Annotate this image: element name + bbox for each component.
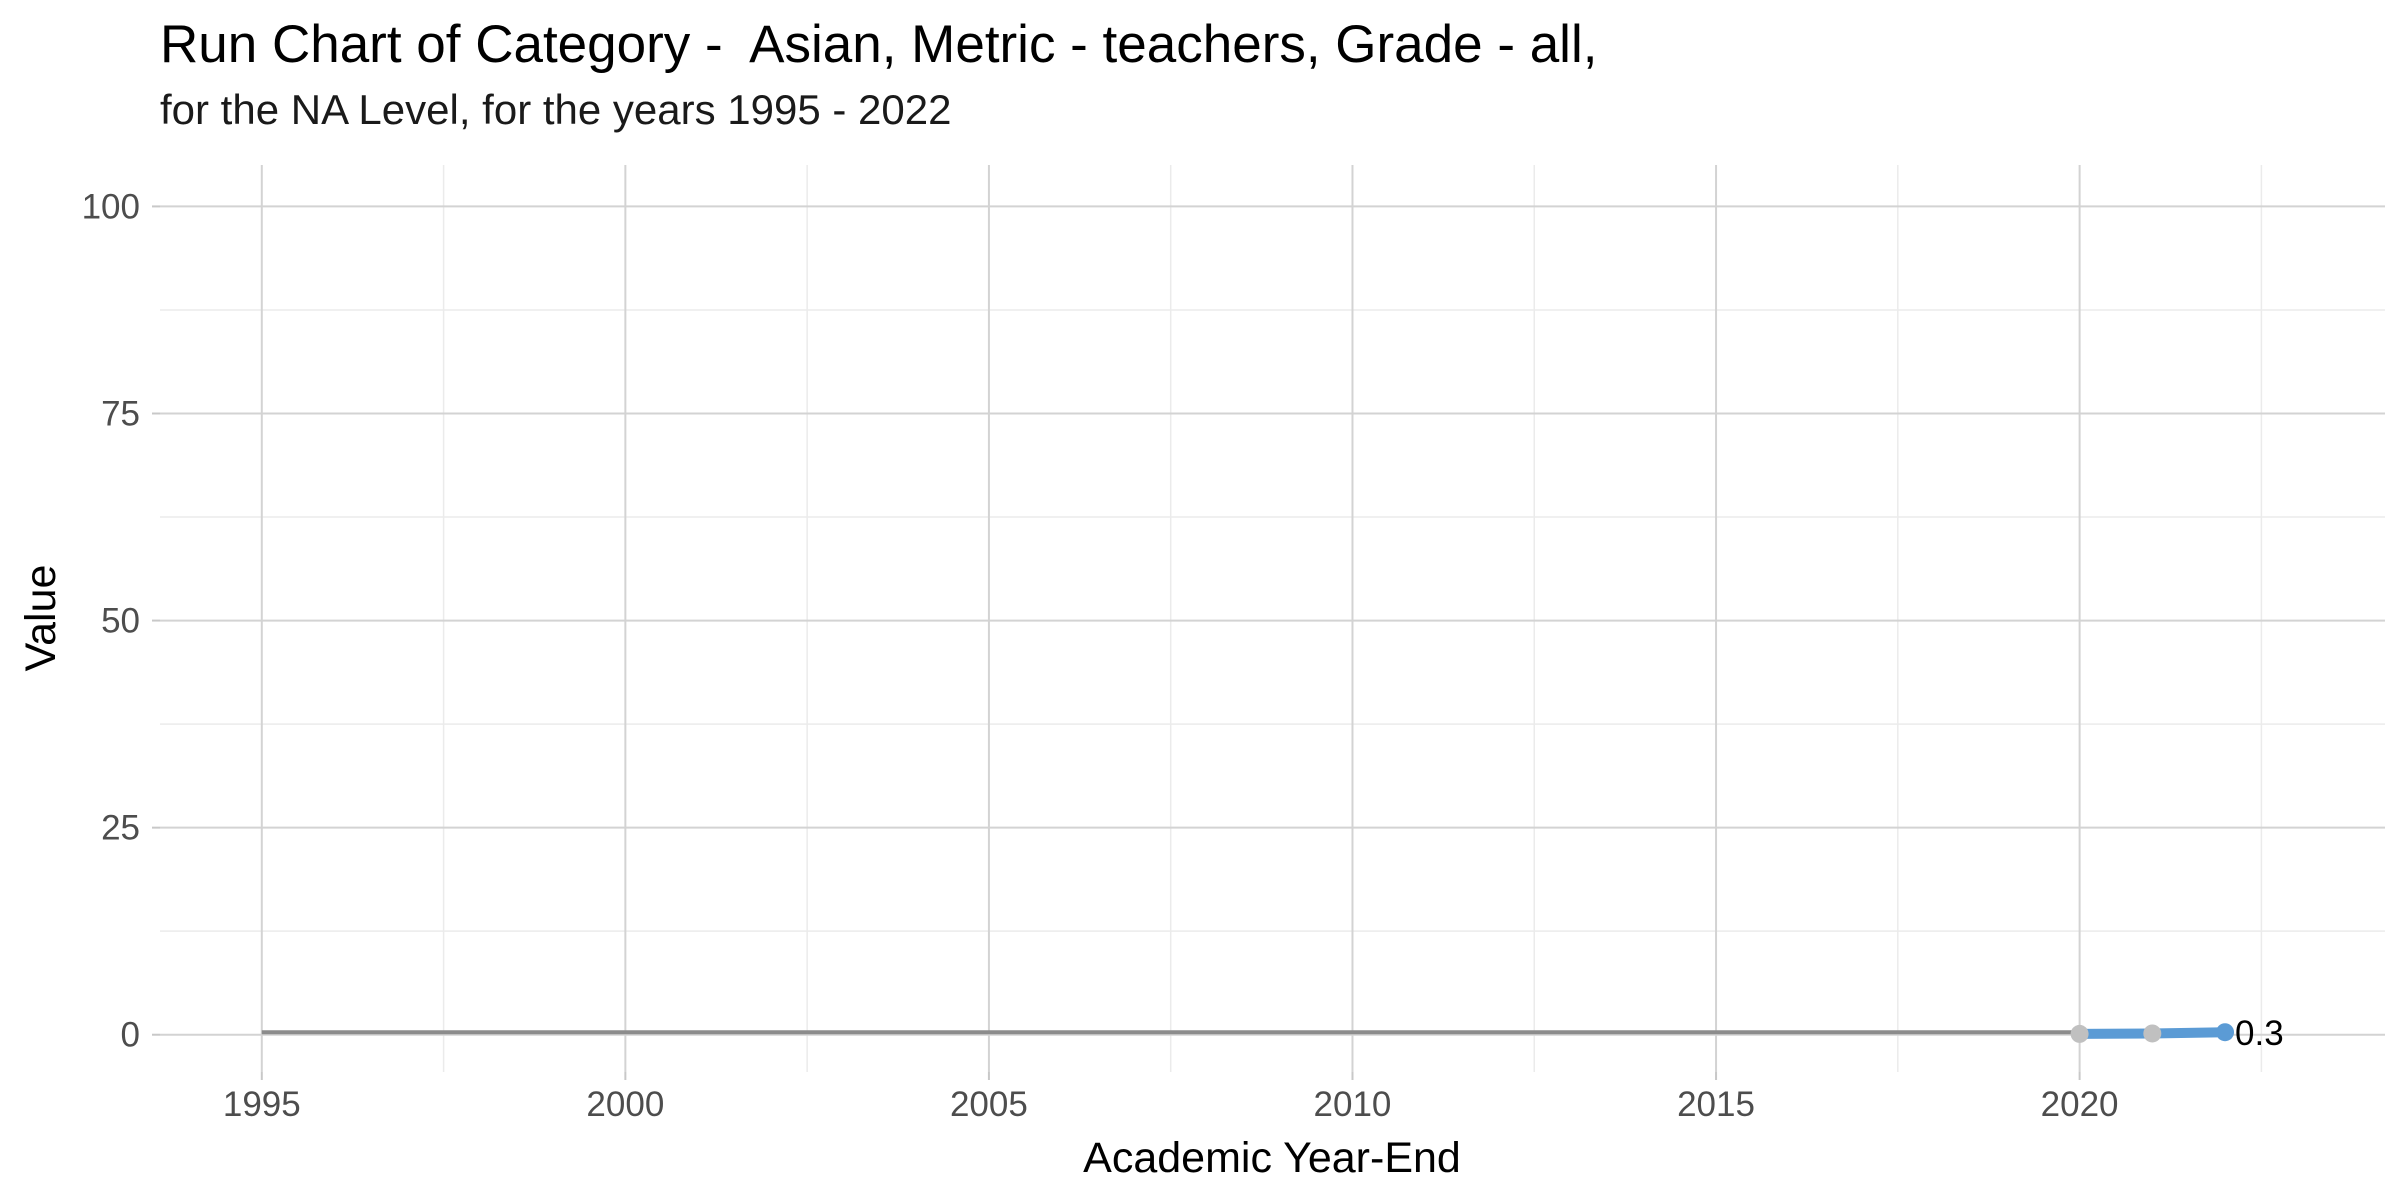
data-layer: 0.3 bbox=[261, 1014, 2284, 1053]
x-tick-label: 2005 bbox=[950, 1085, 1028, 1124]
x-tick-label: 1995 bbox=[223, 1085, 301, 1124]
x-tick-label: 2000 bbox=[586, 1085, 664, 1124]
x-tick-label: 2010 bbox=[1314, 1085, 1392, 1124]
y-axis-title: Value bbox=[17, 565, 65, 672]
axes: 1995 2000 2005 2010 2015 2020 0 25 50 75 100 bbox=[82, 187, 2119, 1124]
y-tick-label: 50 bbox=[101, 602, 140, 641]
chart-subtitle: for the NA Level, for the years 1995 - 2… bbox=[160, 86, 952, 133]
data-point bbox=[2143, 1024, 2162, 1043]
x-tick-label: 2015 bbox=[1677, 1085, 1755, 1124]
x-tick-label: 2020 bbox=[2041, 1085, 2119, 1124]
y-tick-label: 0 bbox=[121, 1016, 140, 1055]
chart-title: Run Chart of Category - Asian, Metric - … bbox=[160, 15, 1598, 74]
plot-panel bbox=[160, 165, 2385, 1072]
x-axis-title: Academic Year-End bbox=[1083, 1134, 1461, 1182]
data-point bbox=[2070, 1024, 2089, 1043]
y-tick-label: 100 bbox=[82, 187, 140, 226]
grid-lines bbox=[160, 165, 2385, 1072]
y-tick-label: 25 bbox=[101, 809, 140, 848]
data-label: 0.3 bbox=[2235, 1014, 2284, 1053]
data-point bbox=[2216, 1023, 2235, 1042]
y-tick-label: 75 bbox=[101, 394, 140, 433]
